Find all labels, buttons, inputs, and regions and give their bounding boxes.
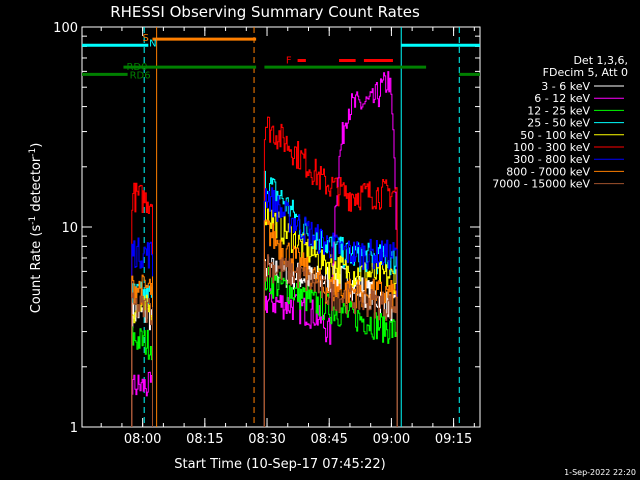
y-axis-label-sup2: -1: [28, 148, 38, 157]
series-line: [263, 254, 398, 427]
series-line: [263, 200, 398, 427]
y-axis-label: Count Rate (s-1 detector-1): [28, 143, 44, 314]
legend-entry-label: 3 - 6 keV: [541, 80, 590, 93]
series-line: [131, 326, 153, 427]
timestamp: 1-Sep-2022 22:20: [564, 468, 636, 477]
y-axis-label-part1: Count Rate (s: [29, 225, 44, 314]
legend-entry-label: 100 - 300 keV: [513, 141, 590, 154]
y-tick-label: 10: [61, 221, 78, 236]
y-tick-label: 100: [53, 21, 78, 36]
legend-entry-label: 12 - 25 keV: [527, 104, 590, 117]
flag-label: S: [142, 33, 148, 44]
chart-title: RHESSI Observing Summary Count Rates: [110, 3, 420, 21]
x-tick-label: 08:15: [186, 432, 223, 447]
series-line: [131, 237, 153, 427]
series-line: [263, 116, 398, 427]
y-axis-label-sup1: -1: [28, 216, 38, 225]
legend-header: FDecim 5, Att 0: [543, 66, 628, 79]
legend-entry-label: 300 - 800 keV: [513, 153, 590, 166]
series-line: [263, 187, 398, 427]
x-tick-label: 08:00: [124, 432, 161, 447]
flag-label: RD0: [126, 62, 147, 73]
legend-entry-label: 50 - 100 keV: [520, 129, 590, 142]
flag-label: RD6: [130, 70, 151, 81]
legend-entry-label: 7000 - 15000 keV: [492, 178, 590, 191]
legend-entry-label: 25 - 50 keV: [527, 117, 590, 130]
flag-label: F: [286, 55, 292, 66]
x-tick-label: 09:15: [435, 432, 472, 447]
flag-label: N: [149, 38, 156, 49]
series-line: [131, 292, 153, 427]
series-line: [131, 274, 153, 427]
x-tick-label: 08:30: [248, 432, 285, 447]
legend-entry-label: 6 - 12 keV: [534, 92, 590, 105]
y-tick-label: 1: [70, 421, 78, 436]
x-tick-label: 08:45: [310, 432, 347, 447]
x-tick-label: 09:00: [373, 432, 410, 447]
y-axis-label-part2: detector: [29, 156, 44, 216]
series-line: [131, 371, 153, 427]
legend-entry-label: 800 - 7000 keV: [506, 165, 590, 178]
y-axis-label-close: ): [29, 143, 44, 148]
legend-header: Det 1,3,6,: [573, 54, 628, 67]
plot-area: 1 10 100 08:00 08:15 08:30 08:45 09:00 09:15 S RD0…: [53, 21, 481, 447]
x-axis-label: Start Time (10-Sep-17 07:45:22): [174, 457, 385, 472]
series-line: [131, 182, 153, 427]
